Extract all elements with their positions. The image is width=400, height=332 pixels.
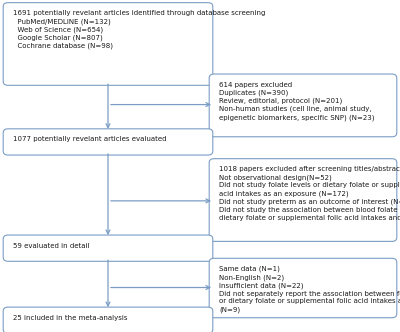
FancyBboxPatch shape (209, 74, 397, 137)
FancyBboxPatch shape (3, 235, 213, 261)
Text: 1018 papers excluded after screening titles/abstracts
Not observational design(N: 1018 papers excluded after screening tit… (219, 166, 400, 221)
FancyBboxPatch shape (3, 3, 213, 85)
FancyBboxPatch shape (209, 258, 397, 318)
Text: 614 papers excluded
Duplicates (N=390)
Review, editorial, protocol (N=201)
Non-h: 614 papers excluded Duplicates (N=390) R… (219, 82, 375, 121)
Text: Same data (N=1)
Non-English (N=2)
Insufficient data (N=22)
Did not separately re: Same data (N=1) Non-English (N=2) Insuff… (219, 266, 400, 313)
FancyBboxPatch shape (3, 129, 213, 155)
Text: 25 included in the meta-analysis: 25 included in the meta-analysis (13, 315, 128, 321)
FancyBboxPatch shape (3, 307, 213, 332)
FancyBboxPatch shape (209, 159, 397, 241)
Text: 1077 potentially revelant articles evaluated: 1077 potentially revelant articles evalu… (13, 136, 167, 142)
Text: 1691 potentially revelant articles identified through database screening
  PubMe: 1691 potentially revelant articles ident… (13, 10, 266, 49)
Text: 59 evaluated in detail: 59 evaluated in detail (13, 243, 90, 249)
